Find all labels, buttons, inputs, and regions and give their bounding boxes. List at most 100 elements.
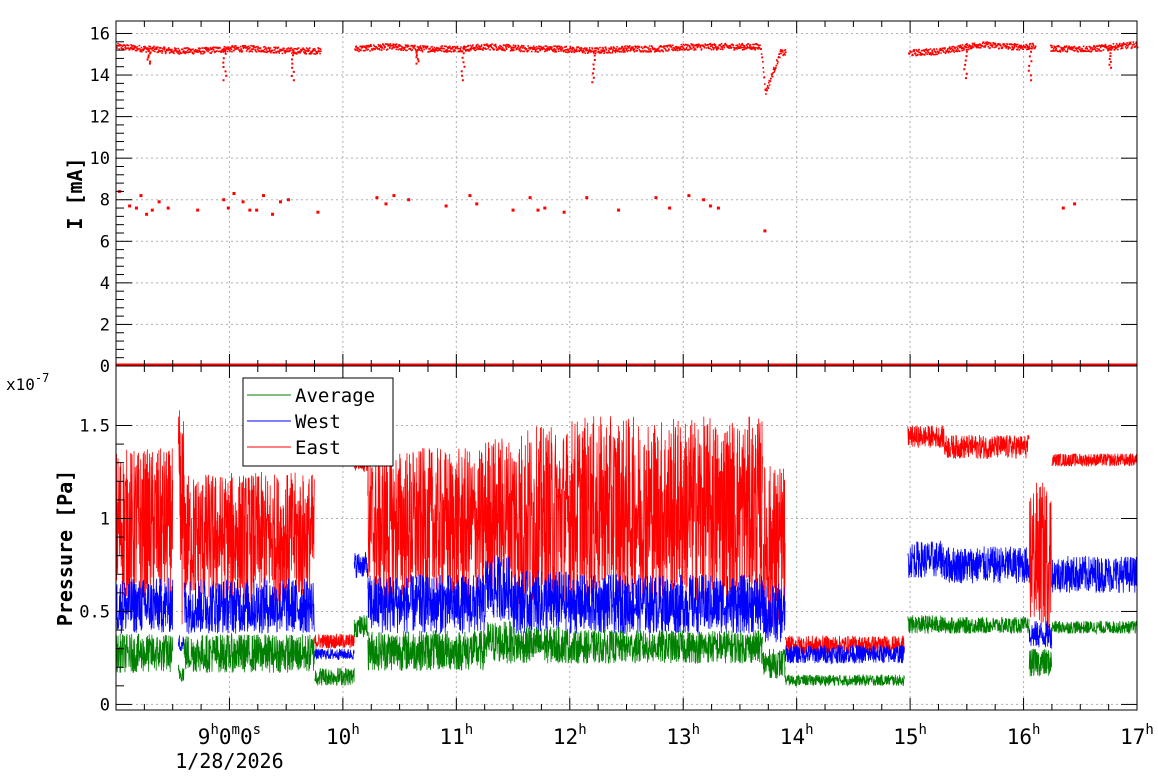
- current-low-point: [687, 194, 691, 198]
- current-low-point: [139, 194, 143, 198]
- x-tick-label: 11h: [439, 722, 473, 749]
- current-y-axis-label: I [mA]: [63, 157, 87, 229]
- current-low-point: [157, 200, 161, 204]
- pressure-y-ticks: 0 0.5 1 1.5: [79, 417, 1137, 715]
- current-low-point: [150, 208, 154, 212]
- x-axis-labels: 9h0m0s 10h 11h 12h 13h 14h 15h 16h 17h: [198, 722, 1154, 749]
- x-tick-label-unit: h: [1032, 722, 1040, 738]
- x-tick-label: 17h: [1120, 722, 1154, 749]
- legend: Average West East: [242, 377, 394, 467]
- current-low-point: [668, 206, 672, 210]
- current-low-point: [145, 212, 149, 216]
- current-low-point: [226, 206, 230, 210]
- current-y-tick-label: 4: [100, 274, 110, 294]
- current-low-point: [763, 229, 767, 233]
- current-y-tick-label: 0: [100, 357, 110, 377]
- current-low-point: [407, 198, 411, 202]
- x-tick-label: 10h: [326, 722, 360, 749]
- x-tick-label: 16h: [1007, 722, 1041, 749]
- current-y-ticks: 0 2 4 6 8 10 12 14 16: [90, 24, 1137, 377]
- x-tick-label-unit: h: [805, 722, 813, 738]
- x-tick-label-unit: h: [465, 722, 473, 738]
- x-tick-label-unit-m: m: [232, 722, 240, 738]
- current-y-tick-label: 6: [100, 232, 110, 252]
- current-low-point: [1073, 202, 1077, 206]
- x-tick-label: 15h: [893, 722, 927, 749]
- current-low-point: [128, 204, 132, 208]
- x-tick-label-hour: 10: [326, 725, 351, 749]
- current-low-point: [248, 208, 252, 212]
- pressure-series: [115, 410, 1138, 688]
- current-low-point: [511, 208, 515, 212]
- x-tick-label-unit-s: s: [253, 722, 261, 738]
- current-y-tick-label: 8: [100, 191, 110, 211]
- current-low-point: [278, 200, 282, 204]
- current-low-point: [708, 204, 712, 208]
- x-tick-label-unit: h: [1145, 722, 1153, 738]
- x-tick-label-hour: 13: [666, 725, 691, 749]
- x-tick-label: 9h0m0s: [198, 722, 261, 749]
- current-panel: 0 2 4 6 8 10 12 14 16 I [mA]: [63, 20, 1139, 377]
- current-dip: [146, 48, 152, 65]
- current-low-point: [444, 204, 448, 208]
- current-low-point: [543, 206, 547, 210]
- pressure-series-average: [115, 614, 1138, 688]
- pressure-y-tick-label: 1: [100, 509, 110, 529]
- current-low-point: [384, 202, 388, 206]
- legend-label-west: West: [295, 411, 341, 433]
- legend-label-average: Average: [295, 385, 375, 407]
- pressure-series-west: [115, 540, 1138, 665]
- current-low-point: [271, 212, 275, 216]
- current-low-point: [232, 192, 236, 195]
- x-tick-label-unit: h: [351, 722, 359, 738]
- pressure-y-tick-label: 1.5: [79, 417, 110, 437]
- x-tick-label-hour: 16: [1007, 725, 1032, 749]
- legend-box: [242, 377, 394, 467]
- current-low-point: [528, 196, 532, 200]
- x-tick-label: 12h: [553, 722, 587, 749]
- current-low-point: [536, 208, 540, 212]
- x-tick-label-hour: 15: [893, 725, 918, 749]
- current-low-point: [255, 208, 259, 212]
- current-low-point: [222, 198, 226, 202]
- x-tick-label: 14h: [780, 722, 814, 749]
- current-main-band: [116, 41, 1139, 95]
- x-tick-label-minute: 0: [219, 725, 232, 749]
- y-multiplier-base: x10: [6, 375, 35, 394]
- current-low-point: [392, 194, 396, 198]
- current-low-point: [716, 206, 720, 210]
- current-low-point: [1061, 206, 1065, 210]
- current-y-tick-label: 12: [90, 108, 110, 128]
- x-tick-label-hour: 17: [1120, 725, 1145, 749]
- current-dip: [1107, 46, 1112, 69]
- pressure-y-axis-label: Pressure [Pa]: [53, 470, 77, 627]
- current-y-tick-label: 14: [90, 66, 110, 86]
- y-multiplier-label: x10-7: [6, 371, 49, 394]
- x-tick-label-unit: h: [692, 722, 700, 738]
- current-x-ticks: [115, 21, 1138, 366]
- x-axis-date-label: 1/28/2026: [175, 749, 283, 773]
- x-tick-label-hour: 12: [553, 725, 578, 749]
- x-tick-label-second: 0: [240, 725, 253, 749]
- pressure-x-ticks: [115, 366, 1138, 710]
- current-low-point: [166, 206, 170, 210]
- x-tick-label: 13h: [666, 722, 700, 749]
- y-multiplier-exponent: -7: [35, 371, 49, 385]
- current-low-point: [562, 210, 566, 214]
- x-tick-label-unit: h: [919, 722, 927, 738]
- current-low-point: [617, 208, 621, 212]
- current-y-tick-label: 16: [90, 24, 110, 44]
- current-low-point: [261, 194, 265, 198]
- x-tick-label-hour: 14: [780, 725, 805, 749]
- current-low-point: [241, 200, 245, 204]
- current-y-tick-label: 2: [100, 315, 110, 335]
- pressure-panel: 0 0.5 1 1.5 Pressure [Pa] x10-7 Average West…: [6, 365, 1138, 715]
- current-low-point: [196, 208, 200, 212]
- current-low-point: [316, 210, 320, 214]
- current-low-point: [375, 196, 379, 200]
- x-tick-label-hour: 9: [198, 725, 211, 749]
- current-y-tick-label: 10: [90, 149, 110, 169]
- legend-label-east: East: [295, 437, 341, 459]
